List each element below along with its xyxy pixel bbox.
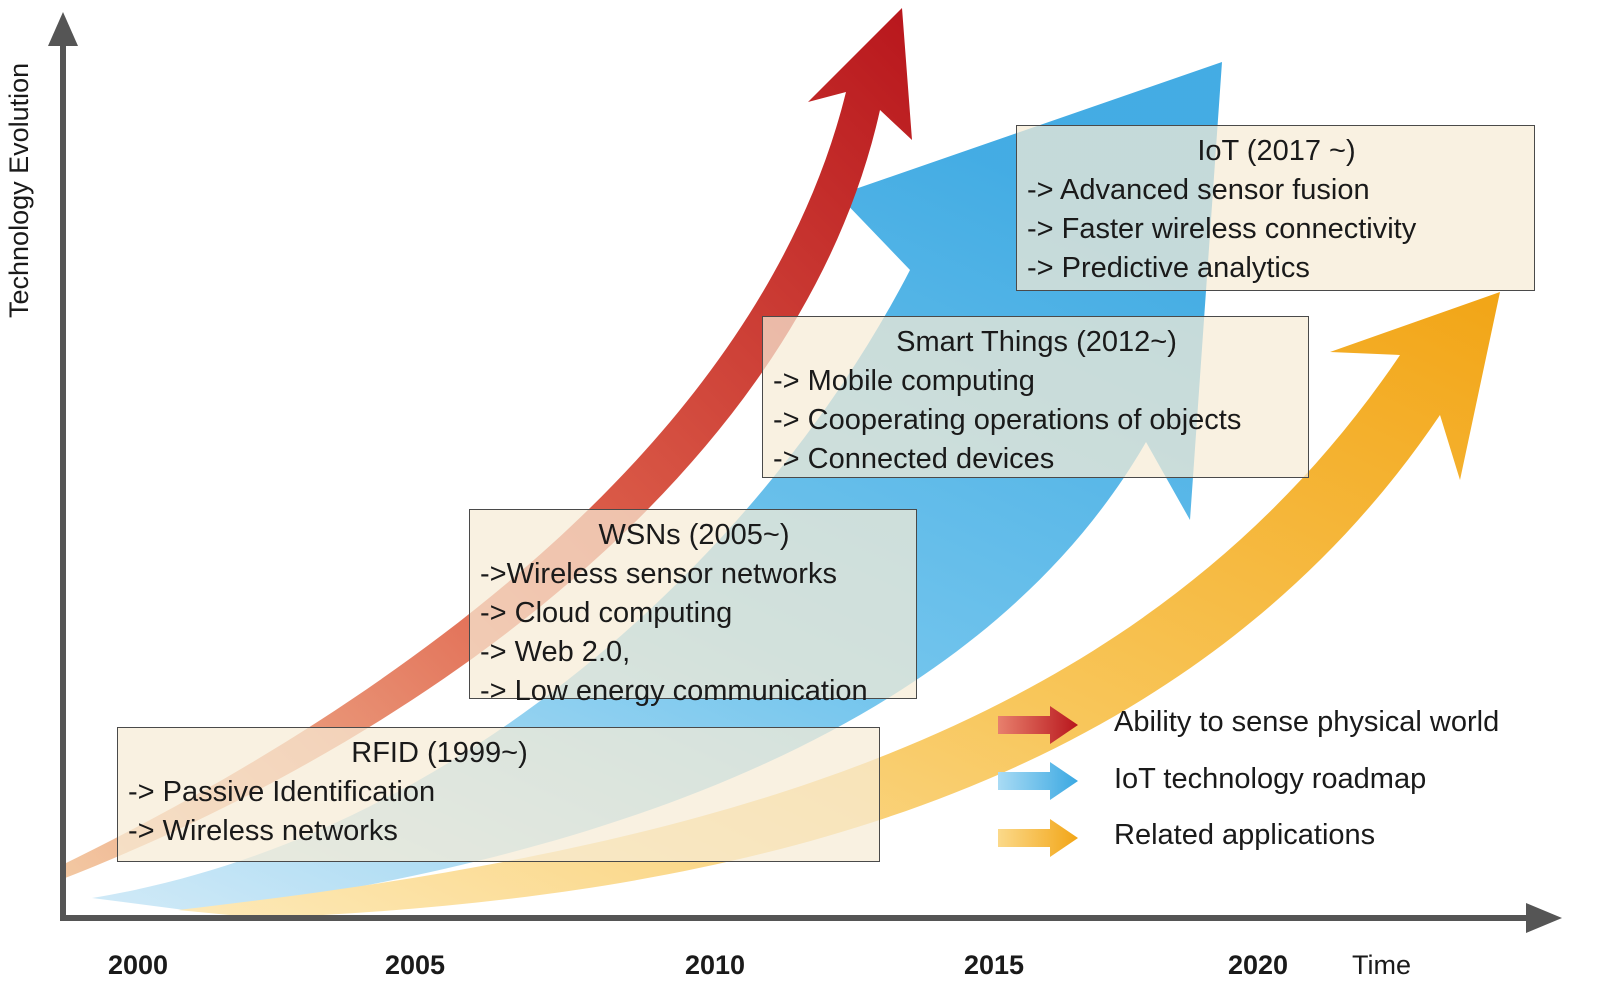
year-label-2015: 2015 xyxy=(964,950,1025,980)
wsn-item: -> Cloud computing xyxy=(480,597,733,629)
wsn-item: -> Low energy communication xyxy=(480,675,868,707)
legend-blue-arrow xyxy=(998,762,1078,800)
legend-arrows xyxy=(998,706,1078,857)
smart-things-item: -> Mobile computing xyxy=(773,365,1035,397)
iot-item: -> Faster wireless connectivity xyxy=(1027,213,1417,245)
red-sensing-arrow xyxy=(60,8,912,880)
wsn-box: WSNs (2005~) ->Wireless sensor networks … xyxy=(469,509,917,707)
wsn-item: ->Wireless sensor networks xyxy=(480,558,837,590)
year-label-2000: 2000 xyxy=(108,950,169,980)
smart-things-item: -> Connected devices xyxy=(773,443,1055,475)
iot-box: IoT (2017 ~) -> Advanced sensor fusion -… xyxy=(1016,125,1535,291)
legend-label-roadmap: IoT technology roadmap xyxy=(1114,763,1427,795)
year-label-2010: 2010 xyxy=(685,950,746,980)
y-axis-label: Technology Evolution xyxy=(4,62,34,318)
wsn-item: -> Web 2.0, xyxy=(480,636,631,668)
smart-things-item: -> Cooperating operations of objects xyxy=(773,404,1242,436)
rfid-box: RFID (1999~) -> Passive Identification -… xyxy=(117,727,880,862)
axes xyxy=(48,12,1562,933)
rfid-title: RFID (1999~) xyxy=(351,737,528,769)
rfid-item: -> Wireless networks xyxy=(128,815,398,847)
iot-item: -> Advanced sensor fusion xyxy=(1027,174,1370,206)
legend-red-arrow xyxy=(998,706,1078,744)
legend-orange-arrow xyxy=(998,819,1078,857)
iot-title: IoT (2017 ~) xyxy=(1197,135,1356,167)
smart-things-title: Smart Things (2012~) xyxy=(896,326,1177,358)
iot-item: -> Predictive analytics xyxy=(1027,252,1310,284)
smart-things-box: Smart Things (2012~) -> Mobile computing… xyxy=(762,316,1309,478)
year-label-2020: 2020 xyxy=(1228,950,1289,980)
legend-label-applications: Related applications xyxy=(1114,819,1376,851)
year-label-2005: 2005 xyxy=(385,950,446,980)
blue-roadmap-arrow xyxy=(92,62,1222,912)
wsn-title: WSNs (2005~) xyxy=(598,519,790,551)
rfid-item: -> Passive Identification xyxy=(128,776,436,808)
x-axis-label: Time xyxy=(1352,950,1411,980)
legend-label-sense: Ability to sense physical world xyxy=(1114,706,1500,738)
